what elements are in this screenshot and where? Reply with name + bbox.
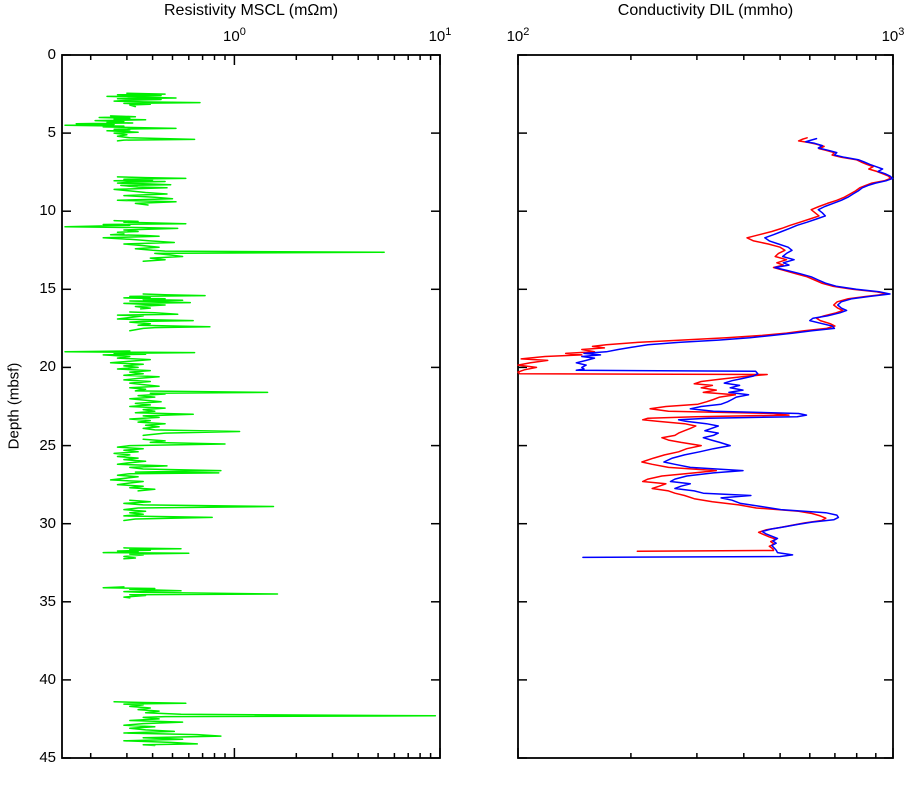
- axis-box: [61, 54, 441, 759]
- resistivity-mscl-series: [116, 311, 211, 332]
- resistivity-chart-title: Resistivity MSCL (mΩm): [163, 2, 339, 19]
- depth-tick-label: 0: [47, 46, 56, 63]
- resistivity-mscl-series: [64, 115, 196, 142]
- resistivity-mscl-series: [102, 233, 385, 262]
- resistivity-mscl-series: [123, 499, 275, 522]
- resistivity-mscl-series: [113, 701, 437, 747]
- conductivity-plot-area: [517, 54, 894, 759]
- resistivity-mscl-series: [64, 350, 269, 437]
- conductivity-dil-blue-series: [575, 137, 894, 559]
- depth-tick-label: 25: [39, 436, 56, 454]
- resistivity-mscl-series: [113, 176, 187, 206]
- depth-tick-label: 40: [39, 670, 56, 688]
- depth-tick-label: 30: [39, 514, 56, 532]
- resistivity-mscl-series: [102, 586, 279, 599]
- axis-box: [517, 54, 894, 759]
- conductivity-dil-red-series: [517, 137, 892, 552]
- resistivity-plot-area: [61, 54, 441, 759]
- axis-ticks: [62, 54, 441, 759]
- depth-tick-label: 35: [39, 592, 56, 610]
- conductivity-chart-title: Conductivity DIL (mmho): [617, 2, 794, 19]
- depth-tick-label: 20: [39, 358, 56, 376]
- x-tick-label: 103: [881, 26, 905, 45]
- depth-tick-label: 5: [47, 124, 56, 142]
- x-tick-label: 102: [506, 26, 530, 45]
- resistivity-mscl-series: [106, 92, 201, 108]
- y-axis-label: Depth (mbsf): [5, 362, 23, 450]
- depth-tick-label: 45: [39, 749, 56, 766]
- x-tick-label: 100: [223, 26, 246, 45]
- resistivity-mscl-series: [64, 219, 187, 234]
- x-tick-label: 101: [428, 26, 452, 45]
- resistivity-mscl-series: [123, 293, 206, 310]
- depth-tick-label: 10: [39, 202, 56, 220]
- resistivity-mscl-series: [109, 438, 226, 492]
- depth-tick-label: 15: [39, 280, 56, 298]
- resistivity-mscl-series: [102, 547, 190, 560]
